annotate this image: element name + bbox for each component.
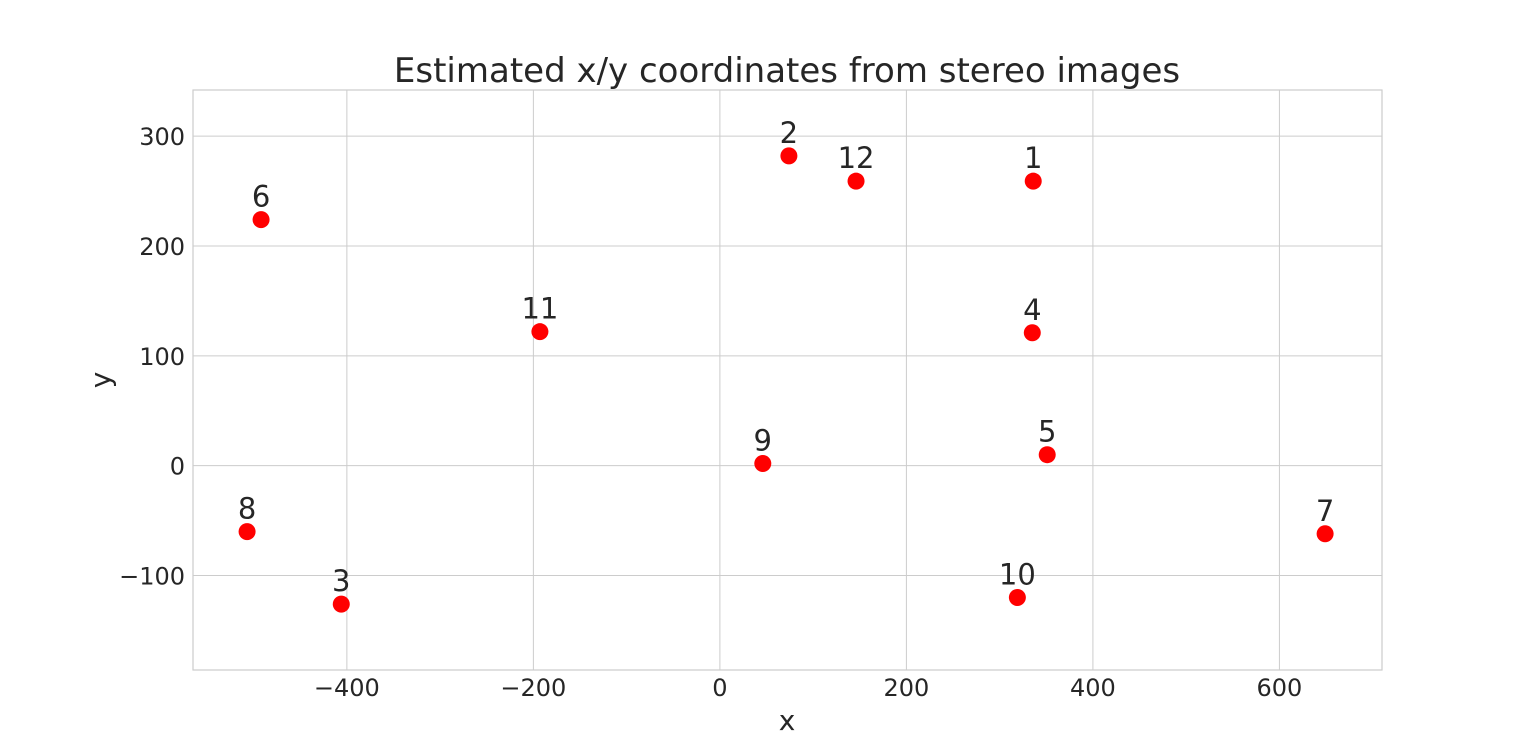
x-tick-label: 0 [712, 674, 727, 702]
data-point-label: 12 [838, 141, 875, 175]
data-point-label: 9 [754, 423, 772, 457]
data-point-marker [252, 211, 270, 229]
plot-area-frame [192, 89, 1383, 671]
data-point-label: 5 [1038, 415, 1056, 449]
y-tick-label: 0 [170, 453, 185, 481]
data-point-marker [1316, 525, 1334, 543]
grid-lines [193, 90, 1382, 670]
data-point-label: 8 [238, 492, 256, 526]
data-point-label: 3 [332, 564, 350, 598]
x-tick-label: −200 [500, 674, 566, 702]
x-tick-label: 600 [1257, 674, 1303, 702]
data-point-marker [1024, 172, 1042, 190]
data-point-marker [332, 595, 350, 613]
axis-ticks: −400 −200 0 200 400 600 −100 0 100 200 300 [119, 123, 1302, 702]
data-point-label: 1 [1024, 141, 1042, 175]
x-axis-label: x [779, 704, 796, 737]
data-point-marker [1023, 324, 1041, 342]
data-point-marker [1038, 446, 1056, 464]
y-tick-label: −100 [119, 563, 185, 591]
data-point-marker [531, 323, 549, 341]
data-point-label: 6 [252, 180, 270, 214]
y-axis-label: y [84, 372, 117, 389]
data-point-marker [754, 454, 772, 472]
chart-title: Estimated x/y coordinates from stereo im… [394, 51, 1180, 91]
y-tick-label: 300 [139, 123, 185, 151]
x-tick-label: 400 [1070, 674, 1116, 702]
x-tick-label: −400 [314, 674, 380, 702]
x-tick-label: 200 [883, 674, 929, 702]
data-point-label: 10 [999, 558, 1036, 592]
data-point-label: 11 [521, 292, 558, 326]
y-tick-label: 100 [139, 343, 185, 371]
data-point-marker [780, 147, 798, 165]
data-point-marker [238, 523, 256, 541]
data-point-marker [847, 172, 865, 190]
y-tick-label: 200 [139, 233, 185, 261]
data-point-marker [1008, 589, 1026, 606]
data-point-label: 2 [780, 116, 798, 150]
data-point-label: 4 [1023, 293, 1041, 327]
data-point-label: 7 [1316, 494, 1334, 528]
